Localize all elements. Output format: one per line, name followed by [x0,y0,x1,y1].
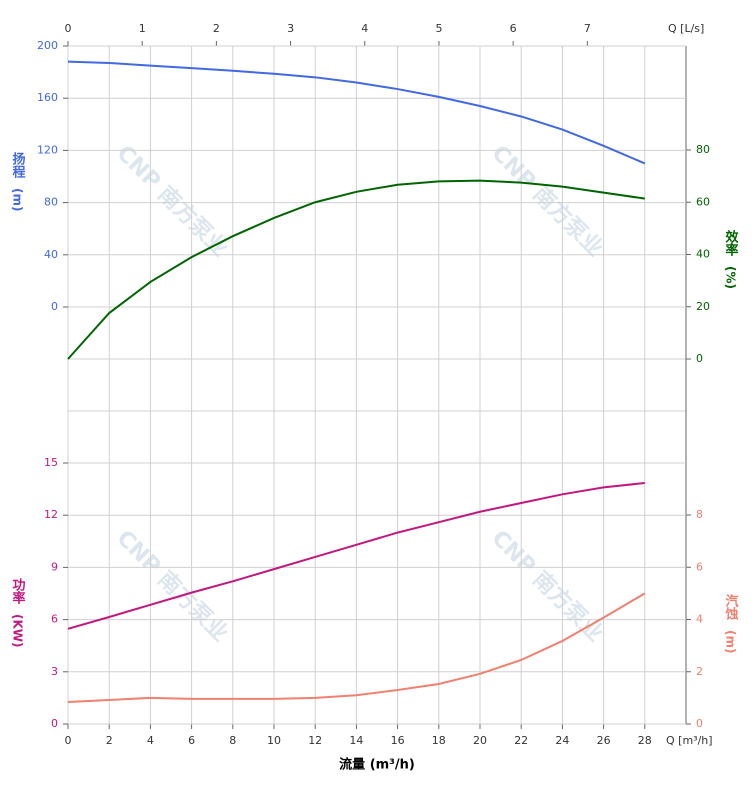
y-tick-label: 3 [51,665,58,678]
x-tick-label: 18 [432,734,446,747]
x2-tick-label: 0 [65,22,72,35]
y-tick-label: 0 [51,300,58,313]
y-tick-label: 200 [37,39,58,52]
axis-title: 汽蚀 [723,593,740,621]
watermark-logo: CNP [112,141,166,195]
y-tick-label: 0 [51,717,58,730]
y-tick-label: 9 [51,560,58,573]
y-tick-label: 160 [37,91,58,104]
x-tick-label: 16 [391,734,405,747]
x2-tick-label: 6 [510,22,517,35]
axis-title-unit: (m) [724,630,738,653]
y-tick-label: 0 [696,352,703,365]
x2-tick-label: 5 [435,22,442,35]
x-tick-label: 26 [597,734,611,747]
x2-tick-label: 7 [584,22,591,35]
watermark-text: 南方泵业 [153,181,234,262]
watermark-logo: CNP [112,526,166,580]
x-tick-label: 10 [267,734,281,747]
x-tick-label: 24 [555,734,569,747]
curve [67,60,646,165]
y-tick-label: 12 [44,508,58,521]
x2-tick-label: 2 [213,22,220,35]
y-tick-label: 8 [696,508,703,521]
y-tick-label: 80 [696,143,710,156]
axis-title-unit: (%) [724,266,738,289]
axis-title: 效率 [723,229,739,257]
watermark-text: 南方泵业 [528,181,609,262]
y-tick-label: 4 [696,613,703,626]
y-tick-label: 80 [44,196,58,209]
x-tick-label: 20 [473,734,487,747]
x2-tick-label: 3 [287,22,294,35]
x-tick-label: 12 [308,734,322,747]
x-tick-label: 22 [514,734,528,747]
y-tick-label: 2 [696,665,703,678]
y-tick-label: 60 [696,195,710,208]
axis-title: 扬程 [10,151,26,179]
x-tick-label: 4 [147,734,154,747]
y-tick-label: 0 [696,717,703,730]
axis-title-unit: (m) [11,188,25,211]
y-tick-label: 40 [696,248,710,261]
curve [67,482,645,630]
x-tick-label: 6 [188,734,195,747]
curve [67,179,645,360]
x2-tick-label: 4 [361,22,368,35]
x2-unit-label: Q [L/s] [668,22,704,35]
y-tick-label: 20 [696,300,710,313]
watermark-text: 南方泵业 [528,566,609,647]
axis-title: 功率 [10,578,26,605]
x-tick-label: 28 [638,734,652,747]
x-tick-label: 0 [65,734,72,747]
y-tick-label: 15 [44,456,58,469]
x-tick-label: 2 [106,734,113,747]
y-tick-label: 6 [696,560,703,573]
y-tick-label: 6 [51,613,58,626]
y-tick-label: 40 [44,248,58,261]
x2-tick-label: 1 [139,22,146,35]
x-axis-title: 流量 (m³/h) [339,757,415,773]
watermark-text: 南方泵业 [153,566,234,647]
x-unit-label: Q [m³/h] [666,734,713,747]
x-tick-label: 8 [229,734,236,747]
y-tick-label: 120 [37,143,58,156]
watermark-logo: CNP [487,141,541,195]
x-tick-label: 14 [349,734,363,747]
curve [67,592,646,704]
watermark-logo: CNP [487,526,541,580]
axis-title-unit: (KW) [11,614,25,648]
